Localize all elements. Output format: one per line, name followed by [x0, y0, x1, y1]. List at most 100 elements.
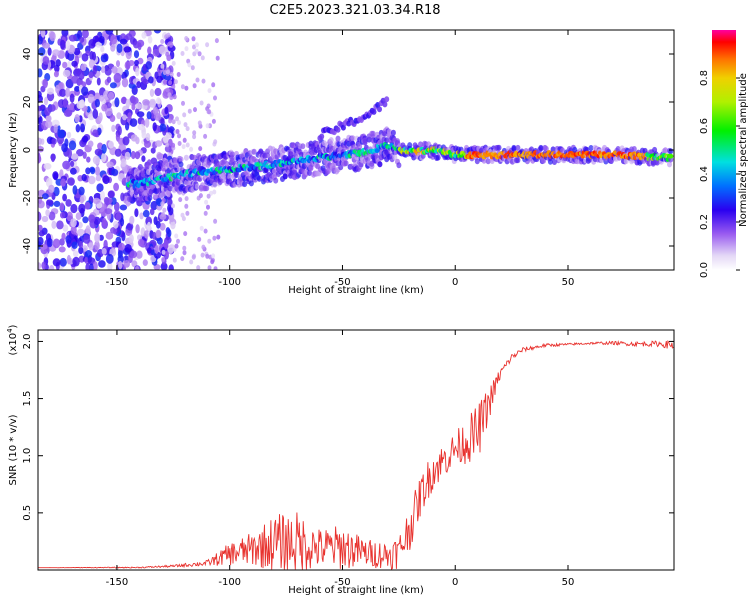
spectrogram-cell — [166, 32, 171, 38]
spectrogram-cell — [204, 199, 209, 205]
spectrogram-cell — [55, 84, 60, 94]
spectrogram-cell — [213, 139, 218, 145]
spectrogram-cell — [511, 144, 517, 151]
spectrogram-cell — [156, 97, 161, 105]
spectrogram-cell — [88, 71, 94, 79]
spectrogram-cell — [88, 59, 95, 69]
spectrogram-cell — [170, 217, 175, 223]
spectrogram-cell — [79, 99, 86, 109]
spectrogram-cell — [65, 87, 70, 98]
spectrogram-branch-cell — [340, 124, 346, 131]
spectrogram-cell — [49, 31, 56, 42]
colorbar-label: Normalized spectral amplitude — [738, 73, 749, 227]
spectrogram-cell — [87, 140, 94, 148]
spectrogram-cell — [155, 220, 161, 229]
spectrogram-cell — [496, 144, 502, 151]
spectrogram-cell — [169, 95, 174, 101]
spectrogram-cell — [248, 180, 254, 187]
spectrogram-cell — [38, 47, 46, 56]
snr-y-multiplier-exp: 4 — [6, 328, 14, 333]
spectrogram-cell — [183, 154, 189, 161]
spectrogram-cell — [185, 142, 190, 148]
spectrogram-cell — [343, 160, 349, 167]
colorbar-tick-label: 0.8 — [699, 70, 710, 86]
spectrogram-cell — [72, 185, 78, 195]
spectrogram-cell — [88, 39, 96, 49]
spectrogram-cell — [62, 98, 68, 109]
spectrogram-cell — [143, 230, 149, 239]
spectrogram-cell — [48, 265, 55, 270]
snr-y-multiplier-base: (x10 — [8, 333, 19, 356]
spectrogram-cell — [149, 208, 155, 216]
spectrogram-cell — [203, 133, 208, 139]
spectrogram-cell — [141, 31, 147, 39]
spectrogram-cell — [76, 228, 85, 237]
spectrogram-cell — [197, 51, 202, 57]
spectrogram-cell — [130, 150, 136, 160]
spectrogram-cell — [38, 236, 44, 246]
spectrogram-cell — [194, 183, 200, 190]
spectrogram-cell — [116, 60, 120, 68]
spectrogram-cell — [662, 147, 668, 154]
spectrogram-cell — [180, 51, 185, 56]
spectrogram-cell — [63, 109, 72, 117]
spectrogram-cell — [148, 188, 154, 195]
spectrogram-cell — [212, 189, 217, 195]
spectrogram-cell — [42, 56, 50, 65]
spectrogram-cell — [92, 65, 97, 75]
spectrogram-cell — [474, 158, 480, 165]
spectrogram-cell — [184, 36, 189, 41]
spectrogram-cell — [68, 34, 77, 42]
spectrogram-cell — [207, 265, 212, 270]
spectrogram-cell — [127, 196, 133, 203]
spectrogram-cell — [165, 132, 172, 139]
spectrogram-cell — [377, 161, 383, 168]
spectrogram-cell — [168, 118, 173, 124]
spectrogram-cell — [123, 46, 132, 53]
spectrogram-cell — [96, 183, 104, 193]
snr-x-tick-label: 0 — [452, 577, 458, 588]
spectrogram-cell — [139, 212, 144, 220]
spectrogram-panel: -150 -100 -50 0 50 -40 -20 0 20 40 Height of stra… — [8, 29, 675, 296]
spectrogram-cell — [180, 84, 185, 90]
spectrogram-cell — [145, 61, 152, 70]
spectrogram-cell — [166, 69, 170, 75]
spectrogram-cell — [46, 199, 54, 206]
spectrogram-cell — [101, 152, 107, 163]
spectrogram-cell — [328, 141, 334, 147]
spectrogram-cell — [142, 209, 150, 218]
spectrogram-cell — [58, 246, 66, 253]
spectrogram-cell — [66, 211, 73, 222]
spectrogram-cell — [105, 231, 114, 240]
spectrogram-cell — [407, 142, 413, 149]
spectrogram-cell — [191, 36, 196, 42]
spectrogram-cell — [80, 123, 85, 133]
spectrogram-cell — [92, 261, 98, 270]
spectrogram-cell — [44, 107, 51, 116]
svg-text:(x104): (x104) — [6, 324, 19, 355]
spectrogram-cell — [62, 61, 68, 69]
spectrogram-cell — [370, 130, 376, 137]
spectrogram-cell — [282, 173, 288, 180]
spectrogram-cell — [211, 82, 216, 88]
spectrogram-cell — [212, 181, 218, 188]
spectrogram-cell — [135, 103, 142, 110]
spectrogram-cell — [89, 50, 94, 61]
spectrogram-branch-cell — [377, 106, 382, 113]
snr-y-tick-label: 1.0 — [22, 448, 33, 464]
spectrogram-cell — [74, 114, 80, 123]
spectrogram-cell — [158, 45, 166, 55]
spectrogram-cell — [122, 114, 127, 121]
spectrogram-cell — [156, 237, 163, 245]
spectrogram-cell — [62, 224, 69, 232]
spectrogram-cell — [114, 148, 122, 157]
spectrogram-cell — [82, 216, 89, 224]
spectrogram-cell — [67, 177, 75, 186]
spectrogram-cell — [120, 217, 125, 227]
spectrogram-cell — [560, 147, 566, 154]
spectrogram-cell — [136, 111, 145, 118]
spectrogram-cell — [55, 59, 61, 67]
spectrogram-cell — [114, 97, 120, 108]
spectrogram-cell — [164, 106, 169, 115]
spectrogram-cell — [81, 86, 89, 96]
